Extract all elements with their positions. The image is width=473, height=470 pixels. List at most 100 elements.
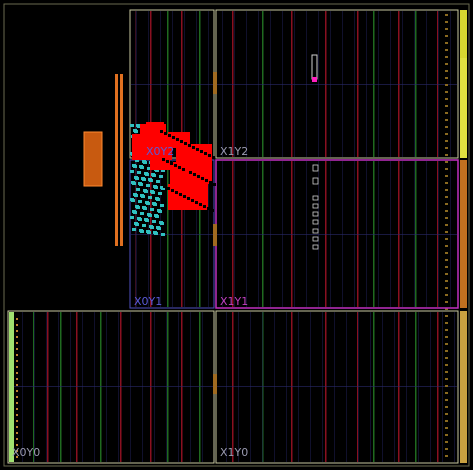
placed-cells-red[interactable] [132, 122, 216, 212]
marker-cell[interactable] [312, 211, 319, 217]
clb-column [274, 312, 275, 462]
resource-column [181, 312, 183, 462]
marker-cells[interactable] [312, 164, 319, 250]
region-label-x1y0: X1Y0 [220, 446, 248, 459]
gap [195, 201, 198, 204]
io-tick [16, 408, 18, 410]
io-tick [445, 140, 448, 142]
resource-column [373, 312, 375, 462]
marker-cell[interactable] [312, 244, 319, 250]
resource-column [232, 312, 234, 462]
placed-block [140, 124, 166, 134]
clb-column [454, 312, 455, 462]
io-tick [445, 259, 448, 261]
region-midline [131, 234, 457, 235]
io-tick [445, 189, 448, 191]
placed-cell [143, 189, 147, 192]
io-tick [445, 273, 448, 275]
io-block[interactable] [83, 131, 103, 187]
clb-column [370, 312, 371, 462]
io-tick [445, 203, 448, 205]
io-tick [445, 420, 448, 422]
placed-cell [159, 175, 163, 178]
marker-cell[interactable] [312, 195, 319, 201]
clb-column [334, 312, 335, 462]
marker-cell[interactable] [312, 177, 319, 185]
placed-cell [147, 167, 151, 170]
gap [170, 162, 173, 165]
marker-highlight[interactable] [312, 77, 317, 82]
placed-cell [135, 205, 139, 208]
io-tick [445, 105, 448, 107]
region-midline [9, 386, 131, 387]
marker-cell[interactable] [312, 236, 319, 242]
clb-column [358, 312, 359, 462]
io-bank-bar-right [120, 74, 123, 246]
io-tick [16, 444, 18, 446]
placed-block [186, 156, 200, 166]
io-tick [445, 329, 448, 331]
gap [192, 146, 195, 149]
placed-cell [138, 182, 142, 185]
io-tick [445, 49, 448, 51]
gap [178, 166, 181, 169]
io-tick [445, 441, 448, 443]
io-tick [445, 294, 448, 296]
placed-cell [130, 216, 134, 219]
marker-cell[interactable] [312, 203, 319, 209]
io-tick [16, 324, 18, 326]
io-tick [16, 450, 18, 452]
placed-cell [157, 209, 161, 212]
io-tick [445, 224, 448, 226]
gap [204, 152, 207, 155]
io-tick [445, 287, 448, 289]
placed-cell [150, 190, 154, 193]
marker-cell[interactable] [312, 219, 319, 225]
io-tick [445, 133, 448, 135]
clb-column [106, 312, 107, 462]
io-tick [16, 330, 18, 332]
placed-cell [132, 228, 136, 231]
clb-column [82, 312, 83, 462]
marker-cell[interactable] [312, 228, 319, 234]
placed-cell [133, 193, 137, 196]
placed-cell [153, 185, 157, 188]
io-tick [445, 301, 448, 303]
gap [182, 168, 185, 171]
clb-column [178, 312, 179, 462]
clb-column [406, 312, 407, 462]
io-tick [445, 231, 448, 233]
placed-cell [130, 124, 134, 127]
clb-column [202, 312, 203, 462]
clb-column [58, 312, 59, 462]
io-tick [445, 336, 448, 338]
gap [212, 156, 215, 159]
marker-cell[interactable] [312, 164, 319, 172]
io-tick [16, 354, 18, 356]
io-tick [16, 372, 18, 374]
clb-column [322, 312, 323, 462]
gap [171, 189, 174, 192]
placed-cell [135, 159, 139, 162]
placed-cell [153, 231, 157, 234]
io-tick [445, 448, 448, 450]
gap [213, 183, 216, 186]
gap [197, 175, 200, 178]
gap [200, 150, 203, 153]
placed-cell [144, 172, 148, 175]
io-tick [445, 378, 448, 380]
io-tick [445, 399, 448, 401]
placed-cell [148, 196, 152, 199]
gap [176, 138, 179, 141]
io-tick [16, 360, 18, 362]
io-tick [445, 308, 448, 310]
gap [188, 144, 191, 147]
gap [162, 158, 165, 161]
clock-spine-x0y2 [213, 72, 217, 94]
io-tick [445, 175, 448, 177]
placed-cell [138, 200, 142, 203]
io-tick [445, 21, 448, 23]
clb-column [310, 312, 311, 462]
resource-column [398, 312, 400, 462]
